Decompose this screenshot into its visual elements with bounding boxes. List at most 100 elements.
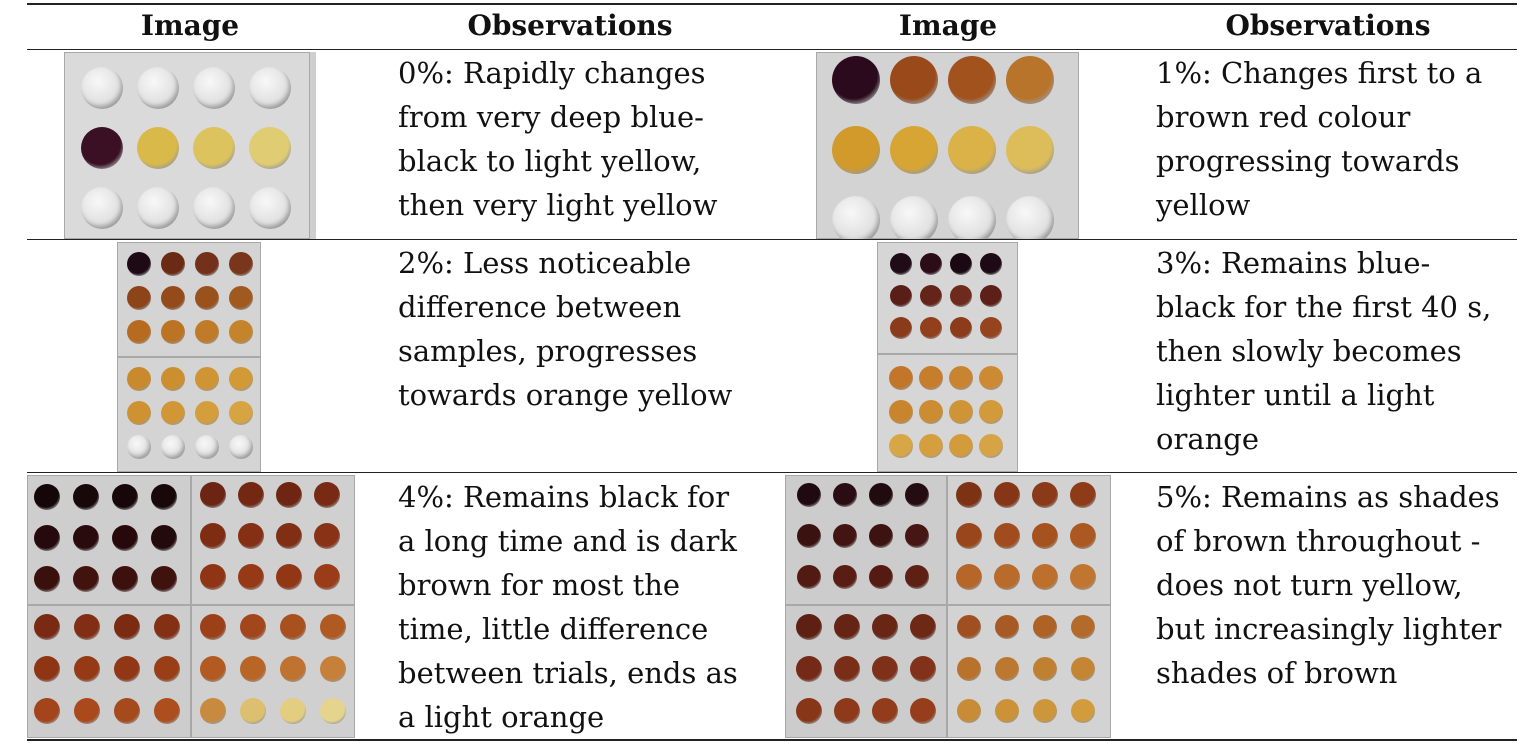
spot-plate-image-2-percent — [117, 242, 261, 472]
well — [137, 187, 179, 229]
well — [919, 400, 943, 424]
spot-plate-image-5-percent — [785, 475, 1111, 738]
well — [872, 656, 898, 682]
well — [890, 56, 938, 104]
well — [238, 523, 264, 549]
obs-line: but increasingly lighter — [1156, 612, 1502, 646]
well — [797, 524, 821, 548]
well — [127, 435, 151, 459]
spot-plate-image-4-percent — [27, 475, 355, 738]
well — [948, 126, 996, 174]
well — [114, 698, 140, 724]
well — [833, 483, 857, 507]
well — [161, 286, 185, 310]
obs-line: a light orange — [398, 700, 605, 734]
well — [161, 252, 185, 276]
well — [890, 126, 938, 174]
plate-panel — [191, 475, 355, 605]
plate-panel — [27, 605, 191, 738]
well — [833, 565, 857, 589]
well — [1071, 657, 1095, 681]
obs-line: progressing towards — [1156, 144, 1460, 178]
well — [200, 614, 226, 640]
well — [890, 253, 912, 275]
header-observations-1: Observations — [467, 9, 673, 42]
obs-line: 5%: Remains as shades — [1156, 480, 1500, 514]
well — [195, 401, 219, 425]
well — [73, 566, 99, 592]
well — [910, 614, 936, 640]
well — [1006, 126, 1054, 174]
well — [74, 656, 100, 682]
obs-line: towards orange yellow — [398, 378, 733, 412]
well — [114, 614, 140, 640]
obs-line: time, little difference — [398, 612, 709, 646]
well — [950, 285, 972, 307]
plate-panel — [785, 475, 947, 605]
well — [796, 656, 822, 682]
well — [137, 67, 179, 109]
well — [195, 286, 219, 310]
well — [154, 698, 180, 724]
well — [34, 484, 60, 510]
well — [151, 566, 177, 592]
well — [905, 524, 929, 548]
obs-line: from very deep blue- — [398, 100, 704, 134]
well — [995, 615, 1019, 639]
observation-3-percent: 3%: Remains blue- black for the first 40… — [1156, 241, 1491, 461]
well — [229, 252, 253, 276]
well — [151, 525, 177, 551]
obs-line: black for the first 40 s, — [1156, 290, 1492, 324]
obs-line: samples, progresses — [398, 334, 698, 368]
well — [920, 253, 942, 275]
well — [890, 196, 938, 239]
well — [834, 656, 860, 682]
well — [314, 564, 340, 590]
well — [240, 656, 266, 682]
well — [240, 698, 266, 724]
plate-panel — [117, 357, 261, 472]
well — [797, 483, 821, 507]
well — [320, 698, 346, 724]
well — [919, 366, 943, 390]
well — [832, 196, 880, 239]
well — [1033, 657, 1057, 681]
well — [1032, 564, 1058, 590]
well — [889, 366, 913, 390]
well — [238, 482, 264, 508]
well — [796, 698, 822, 724]
well — [980, 253, 1002, 275]
well — [240, 614, 266, 640]
well — [314, 523, 340, 549]
well — [889, 400, 913, 424]
well — [905, 565, 929, 589]
well — [1032, 482, 1058, 508]
well — [161, 401, 185, 425]
well — [956, 482, 982, 508]
well — [276, 523, 302, 549]
well — [154, 656, 180, 682]
obs-line: then very light yellow — [398, 188, 718, 222]
well — [34, 614, 60, 640]
well — [314, 482, 340, 508]
well — [995, 657, 1019, 681]
well — [34, 566, 60, 592]
obs-line: brown red colour — [1156, 100, 1411, 134]
well — [949, 366, 973, 390]
well — [890, 285, 912, 307]
well — [320, 614, 346, 640]
well — [276, 564, 302, 590]
well — [114, 656, 140, 682]
well — [195, 320, 219, 344]
well — [833, 524, 857, 548]
obs-line: then slowly becomes — [1156, 334, 1462, 368]
well — [980, 285, 1002, 307]
well — [1070, 523, 1096, 549]
well — [249, 127, 291, 169]
well — [229, 286, 253, 310]
well — [948, 56, 996, 104]
obs-line: between trials, ends as — [398, 656, 738, 690]
table-bottom-rule — [27, 739, 1517, 741]
obs-line: shades of brown — [1156, 656, 1398, 690]
well — [872, 698, 898, 724]
